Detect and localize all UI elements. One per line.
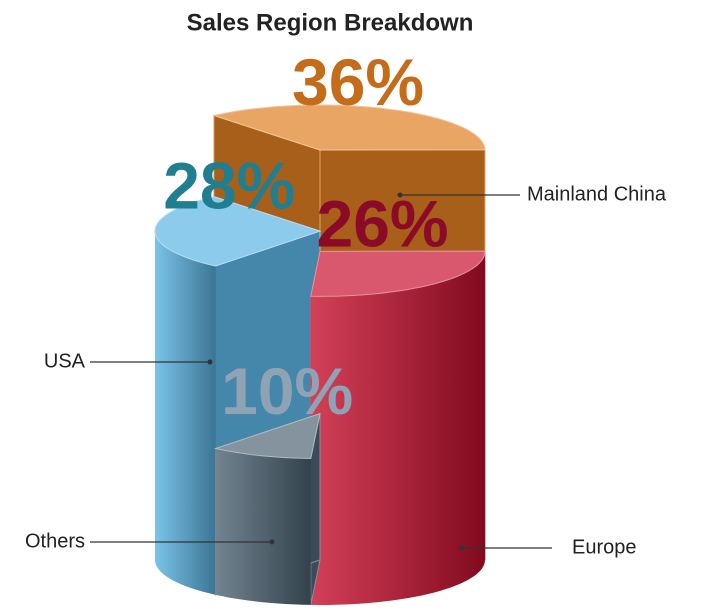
segment-top bbox=[211, 104, 486, 151]
leader-dot bbox=[269, 539, 275, 545]
segment bbox=[213, 412, 321, 606]
data-label: 36% bbox=[292, 45, 424, 119]
category-label: Europe bbox=[572, 536, 637, 558]
leader-dot bbox=[459, 545, 465, 551]
data-label: 10% bbox=[221, 354, 353, 428]
chart-title: Sales Region Breakdown bbox=[187, 9, 474, 36]
data-label: 28% bbox=[163, 149, 295, 223]
category-label: USA bbox=[44, 350, 86, 372]
segment-side bbox=[155, 231, 216, 595]
category-label: Others bbox=[25, 530, 85, 552]
leader-dot bbox=[207, 359, 213, 365]
data-label: 26% bbox=[317, 187, 449, 261]
leader-dot bbox=[397, 192, 403, 198]
category-label: Mainland China bbox=[527, 183, 667, 205]
segment-top bbox=[154, 196, 322, 267]
segment-top bbox=[310, 250, 486, 297]
segment-side bbox=[215, 448, 311, 605]
segment-top bbox=[213, 412, 321, 460]
segment bbox=[310, 250, 486, 606]
segment-side bbox=[310, 251, 485, 605]
